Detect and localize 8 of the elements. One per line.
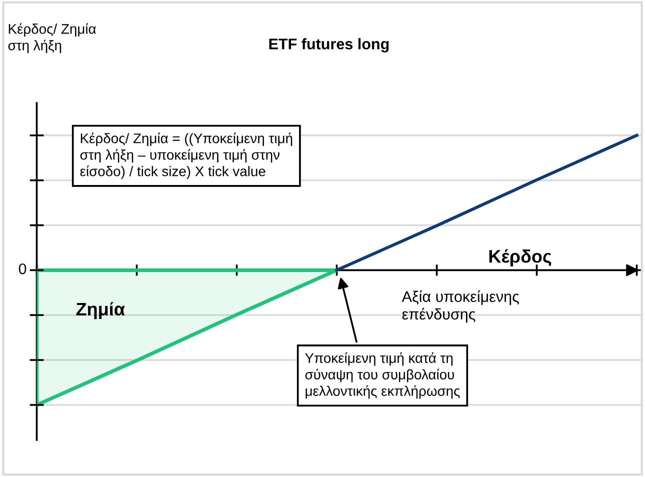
chart-title: ETF futures long	[269, 38, 389, 52]
series-label: Ζημία	[76, 302, 125, 320]
text: Κέρδος/ Ζημία στη λήξη	[8, 23, 96, 54]
text: Κέρδος	[489, 249, 552, 266]
annotation: Υποκείμενη τιμή κατά τη σύναψη του συμβολαίου μελλοντικής εκπλήρωσης	[305, 352, 460, 399]
x-axis-title: Αξία υποκείμενης επένδυσης	[402, 290, 519, 323]
annotation: Κέρδος/ Ζημία = ((Υποκείμενη τιμή στη λήξη – υποκείμενη τιμή στην είσοδο) / tick size) X tick value	[80, 132, 292, 179]
text: 0	[18, 263, 26, 274]
